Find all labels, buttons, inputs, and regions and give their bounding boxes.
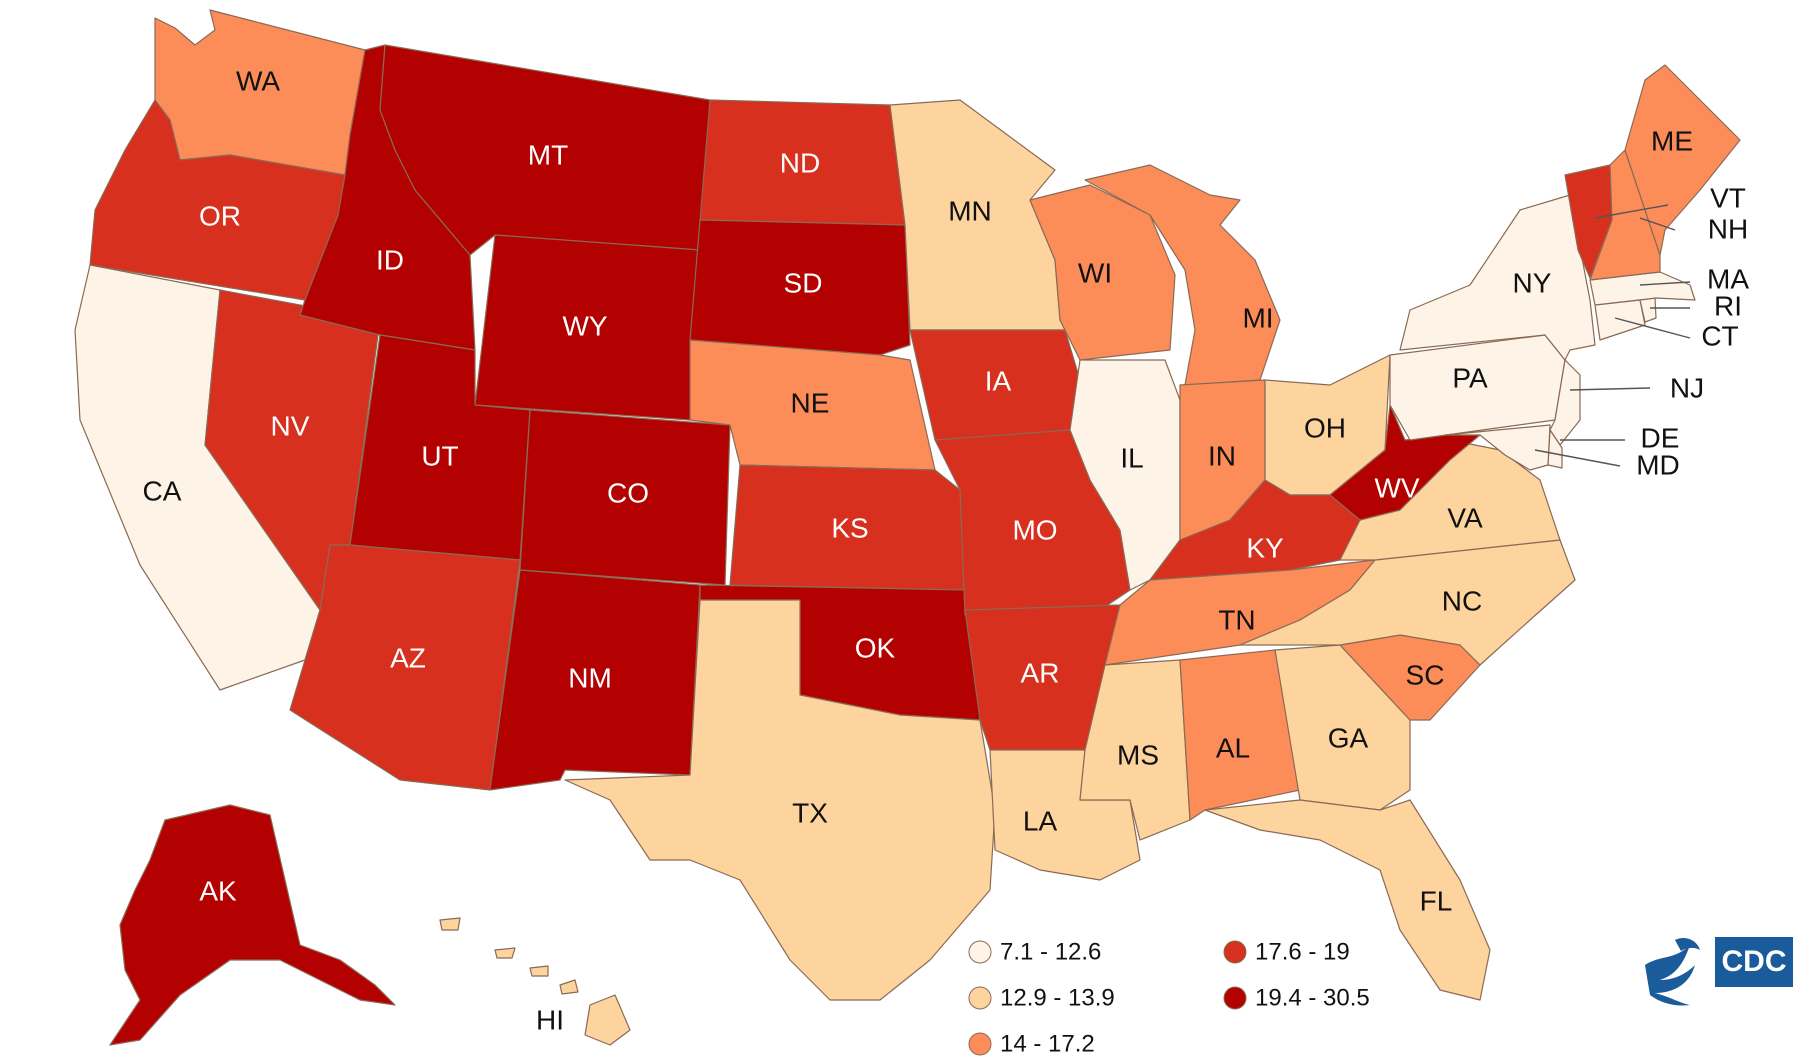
state-label-wa: WA — [236, 65, 280, 96]
state-label-ak: AK — [199, 875, 237, 906]
state-labels: WA OR CA ID NV MT WY UT AZ CO NM ND SD NE KS OK TX MN IA MO… — [143, 65, 1750, 1035]
legend-swatch-2 — [968, 986, 992, 1010]
hhs-eagle-icon — [1645, 938, 1700, 1006]
state-label-ny: NY — [1513, 267, 1552, 298]
state-label-me: ME — [1651, 125, 1693, 156]
legend-swatch-5 — [1223, 986, 1247, 1010]
state-label-or: OR — [199, 200, 241, 231]
state-label-nm: NM — [568, 662, 612, 693]
state-label-wv: WV — [1374, 472, 1419, 503]
state-label-md: MD — [1636, 449, 1680, 480]
legend-label-2: 12.9 - 13.9 — [1000, 984, 1115, 1011]
state-label-oh: OH — [1304, 412, 1346, 443]
state-ny — [1399, 194, 1596, 361]
state-az — [289, 544, 521, 791]
state-label-mn: MN — [948, 195, 992, 226]
legend-label-4: 17.6 - 19 — [1255, 938, 1350, 965]
state-label-ar: AR — [1021, 657, 1060, 688]
state-label-hi: HI — [536, 1004, 564, 1035]
legend-label-3: 14 - 17.2 — [1000, 1030, 1095, 1057]
state-label-id: ID — [376, 244, 404, 275]
legend: 7.1 - 12.6 12.9 - 13.9 14 - 17.2 17.6 - 19 1… — [968, 938, 1370, 1057]
legend-swatch-1 — [968, 940, 992, 964]
state-label-fl: FL — [1420, 885, 1453, 916]
state-label-ut: UT — [421, 440, 458, 471]
state-label-ca: CA — [143, 475, 182, 506]
state-label-ne: NE — [791, 387, 830, 418]
state-label-tn: TN — [1218, 604, 1255, 635]
state-label-ia: IA — [985, 365, 1012, 396]
state-label-vt: VT — [1710, 182, 1746, 213]
state-al — [1179, 649, 1301, 821]
cdc-logo-box — [1715, 937, 1793, 987]
cdc-logo-text: CDC — [1722, 945, 1787, 978]
state-md — [1444, 424, 1551, 471]
state-label-il: IL — [1120, 442, 1143, 473]
state-label-nv: NV — [271, 410, 310, 441]
legend-label-5: 19.4 - 30.5 — [1255, 984, 1370, 1011]
state-label-wy: WY — [562, 310, 607, 341]
state-label-pa: PA — [1452, 362, 1488, 393]
state-label-mo: MO — [1012, 514, 1057, 545]
state-label-sd: SD — [784, 267, 823, 298]
state-fl — [1204, 799, 1491, 1001]
legend-swatch-3 — [968, 1032, 992, 1056]
label-leader-lines — [1534, 204, 1691, 467]
state-label-ms: MS — [1117, 739, 1159, 770]
state-label-co: CO — [607, 477, 649, 508]
state-label-nj: NJ — [1670, 372, 1704, 403]
state-label-al: AL — [1216, 732, 1250, 763]
state-label-ri: RI — [1714, 290, 1742, 321]
state-nc — [1239, 539, 1576, 666]
state-label-ct: CT — [1701, 320, 1738, 351]
state-label-in: IN — [1208, 440, 1236, 471]
state-label-tx: TX — [792, 797, 828, 828]
state-il — [1069, 359, 1181, 591]
state-ak — [109, 804, 396, 1046]
state-ky — [1149, 479, 1361, 581]
state-label-wi: WI — [1078, 257, 1112, 288]
cdc-logo: CDC — [1645, 937, 1793, 1006]
state-wi — [1029, 184, 1176, 361]
legend-label-1: 7.1 - 12.6 — [1000, 938, 1101, 965]
legend-swatch-4 — [1223, 940, 1247, 964]
state-label-nd: ND — [780, 147, 820, 178]
state-mi — [1084, 164, 1281, 386]
state-label-de: DE — [1641, 422, 1680, 453]
state-label-nc: NC — [1442, 585, 1482, 616]
state-label-nh: NH — [1708, 213, 1748, 244]
state-hi — [439, 917, 631, 1046]
state-label-va: VA — [1447, 502, 1483, 533]
state-label-az: AZ — [390, 642, 426, 673]
state-label-ky: KY — [1246, 532, 1284, 563]
state-label-mt: MT — [528, 139, 568, 170]
state-label-ok: OK — [855, 632, 896, 663]
state-sd — [689, 219, 911, 356]
state-label-mi: MI — [1242, 302, 1273, 333]
state-label-la: LA — [1023, 805, 1058, 836]
state-label-ga: GA — [1328, 722, 1369, 753]
state-tx — [564, 599, 996, 1001]
state-shapes — [74, 9, 1741, 1046]
state-label-ks: KS — [831, 512, 868, 543]
state-label-sc: SC — [1406, 659, 1445, 690]
state-label-ma: MA — [1707, 263, 1749, 294]
